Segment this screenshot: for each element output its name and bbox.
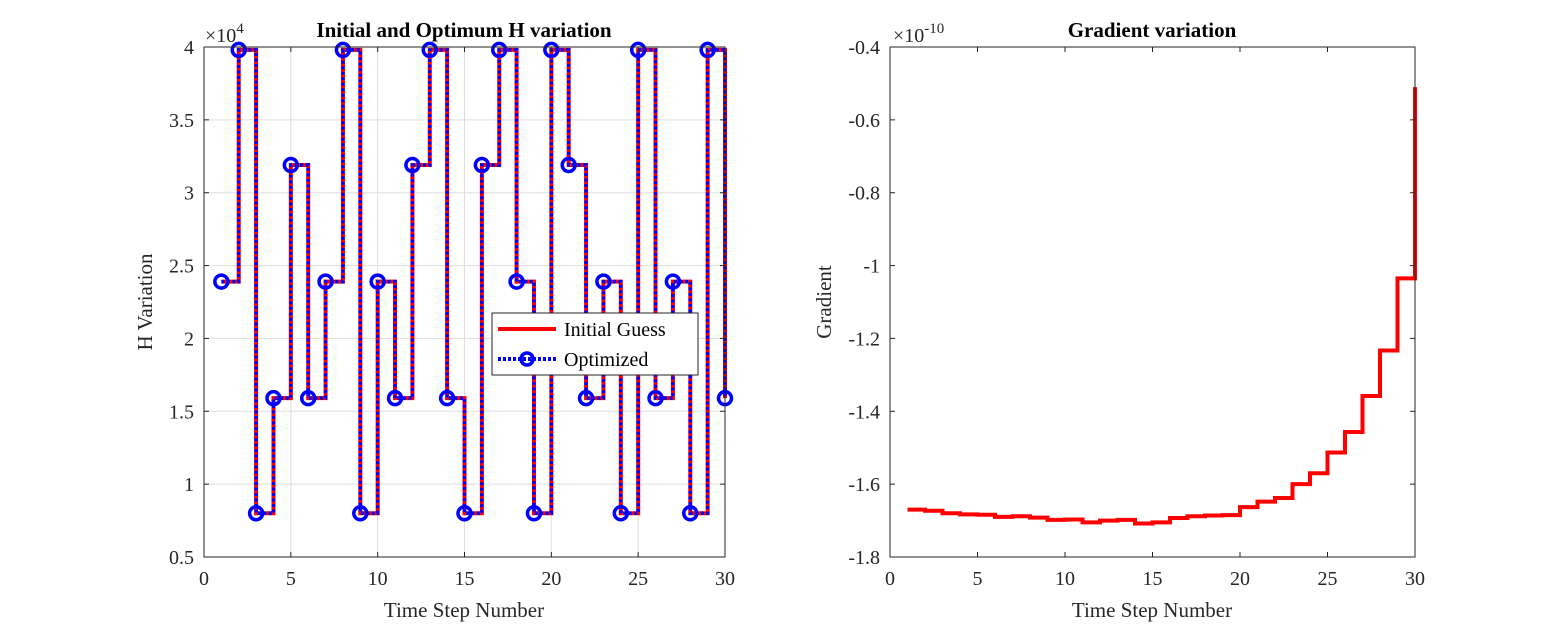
optimized-point-marker <box>560 156 577 174</box>
h-variation-y-tick-label: 1 <box>184 474 194 496</box>
optimized-point-marker <box>247 505 265 522</box>
optimized-point-marker <box>334 41 352 59</box>
gradient-series <box>907 87 1417 526</box>
gradient-x-tick-label: 20 <box>1230 568 1250 590</box>
gradient-x-tick-label: 5 <box>973 568 983 590</box>
legend-initial-guess-label: Initial Guess <box>564 319 666 341</box>
gradient-title: Gradient variation <box>1068 18 1237 42</box>
gradient-ticks: 0 5 10 15 20 25 30 -1.8 -1.6 -1.4 -1.2 -1 -0.8 -0.6 -0… <box>848 37 1425 590</box>
gradient-y-tick-label: -0.4 <box>848 37 880 59</box>
optimized-point-marker <box>299 389 317 407</box>
gradient-series-line <box>907 87 1417 526</box>
h-variation-y-tick-label: 3 <box>184 183 194 205</box>
h-variation-ticks: 0 5 10 15 20 25 30 0.5 1 1.5 2 2.5 3 3.5 4 <box>169 37 735 590</box>
optimized-point-marker <box>682 505 699 522</box>
optimized-point-marker <box>543 41 560 59</box>
h-variation-title: Initial and Optimum H variation <box>316 18 612 42</box>
optimized-point-marker <box>577 389 595 407</box>
optimized-point-marker <box>438 389 456 407</box>
optimized-point-marker <box>490 41 508 59</box>
legend-optimized-marker <box>519 351 535 367</box>
optimized-point-marker <box>421 41 439 59</box>
optimized-point-marker <box>508 273 525 290</box>
h-variation-x-tick-label: 10 <box>368 568 388 590</box>
gradient-y-exponent: ×10-10 <box>893 21 944 47</box>
gradient-variation-chart: 0 5 10 15 20 25 30 -1.8 -1.6 -1.4 -1.2 -1 -0.8 -0.6 -0… <box>812 18 1425 622</box>
h-variation-y-exponent: ×104 <box>205 21 244 47</box>
optimized-point-marker <box>612 505 630 522</box>
optimized-point-marker <box>213 273 230 290</box>
legend-optimized-label: Optimized <box>564 349 648 371</box>
h-variation-y-tick-label: 4 <box>184 37 194 59</box>
optimized-point-marker <box>369 273 386 290</box>
optimized-point-marker <box>230 41 247 59</box>
optimized-point-marker <box>404 156 421 174</box>
gradient-y-axis-label: Gradient <box>812 265 836 339</box>
gradient-y-tick-label: -1.8 <box>848 547 880 569</box>
h-variation-y-tick-label: 2 <box>184 328 194 350</box>
h-variation-x-tick-label: 20 <box>541 568 561 590</box>
optimized-point-marker <box>525 505 543 522</box>
h-variation-x-tick-label: 25 <box>628 568 648 590</box>
gradient-y-tick-label: -0.6 <box>848 110 880 132</box>
h-variation-x-tick-label: 0 <box>199 568 209 590</box>
h-variation-y-tick-label: 3.5 <box>169 110 194 132</box>
optimized-point-marker <box>629 41 647 59</box>
optimized-point-marker <box>317 273 334 290</box>
gradient-y-tick-label: -1.4 <box>848 401 880 423</box>
h-variation-chart: 0 5 10 15 20 25 30 0.5 1 1.5 2 2.5 3 3.5 4 Initial and… <box>133 18 735 622</box>
optimized-point-marker <box>386 389 404 407</box>
optimized-point-marker <box>664 273 682 290</box>
gradient-y-tick-label: -0.8 <box>848 183 880 205</box>
gradient-y-tick-label: -1.2 <box>848 328 880 350</box>
h-variation-series <box>213 41 734 522</box>
h-variation-legend: Initial Guess Optimized <box>491 312 699 376</box>
gradient-x-tick-label: 25 <box>1318 568 1338 590</box>
optimized-point-marker <box>282 156 300 174</box>
gradient-x-axis-label: Time Step Number <box>1072 598 1232 622</box>
h-variation-x-tick-label: 15 <box>455 568 475 590</box>
gradient-x-tick-label: 10 <box>1055 568 1075 590</box>
optimized-point-marker <box>265 389 282 407</box>
gradient-x-tick-label: 15 <box>1143 568 1163 590</box>
gradient-y-exponent-power: -10 <box>924 21 944 37</box>
gradient-y-tick-label: -1.6 <box>848 474 880 496</box>
h-variation-y-tick-label: 1.5 <box>169 401 194 423</box>
gradient-axes-box <box>889 46 1416 558</box>
h-variation-y-axis-label: H Variation <box>133 253 157 351</box>
gradient-y-exponent-base: ×10 <box>893 25 924 47</box>
h-variation-x-tick-label: 5 <box>286 568 296 590</box>
gradient-x-tick-label: 30 <box>1405 568 1425 590</box>
optimized-point-marker <box>456 505 473 522</box>
optimized-point-marker <box>473 156 491 174</box>
gradient-y-tick-label: -1 <box>863 256 880 278</box>
h-variation-x-tick-label: 30 <box>715 568 735 590</box>
h-variation-y-exponent-base: ×10 <box>205 25 236 47</box>
optimized-point-marker <box>595 273 612 290</box>
h-variation-y-exponent-power: 4 <box>236 21 244 37</box>
h-variation-y-tick-label: 2.5 <box>169 256 194 278</box>
h-variation-x-axis-label: Time Step Number <box>384 598 544 622</box>
h-variation-y-tick-label: 0.5 <box>169 547 194 569</box>
optimized-point-marker <box>647 389 664 407</box>
gradient-x-tick-label: 0 <box>885 568 895 590</box>
optimized-point-marker <box>352 505 369 522</box>
optimized-point-marker <box>699 41 716 59</box>
